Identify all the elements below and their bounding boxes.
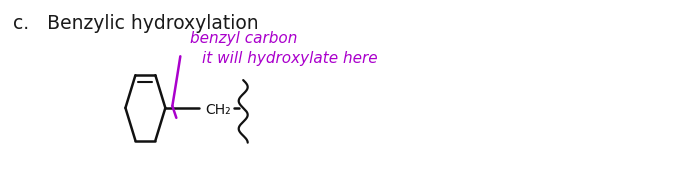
Text: it will hydroxylate here: it will hydroxylate here [202,51,378,66]
Text: c.   Benzylic hydroxylation: c. Benzylic hydroxylation [13,14,258,33]
Text: CH₂: CH₂ [205,103,231,117]
Text: benzyl carbon: benzyl carbon [190,31,298,46]
